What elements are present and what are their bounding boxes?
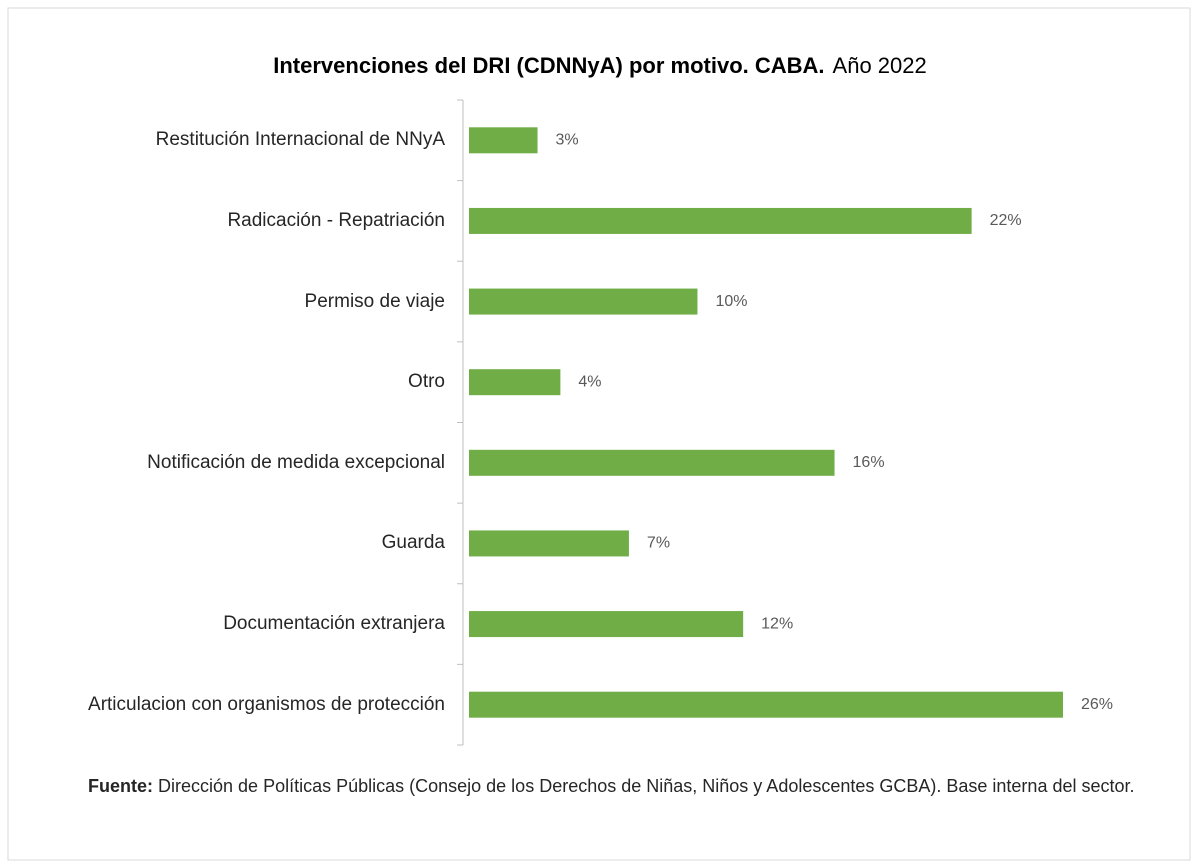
category-label: Notificación de medida excepcional <box>147 451 445 473</box>
chart-title: Intervenciones del DRI (CDNNyA) por moti… <box>273 53 926 78</box>
value-label: 12% <box>761 615 793 632</box>
title-bold: Intervenciones del DRI (CDNNyA) por moti… <box>273 53 824 78</box>
category-label: Permiso de viaje <box>304 290 445 312</box>
category-label: Documentación extranjera <box>223 613 445 635</box>
subtitle: Año 2022 <box>833 53 927 78</box>
value-label: 10% <box>715 293 747 310</box>
bar <box>469 207 972 234</box>
bar <box>469 611 744 638</box>
bar <box>469 369 561 396</box>
chart-frame <box>7 7 1191 861</box>
source-text: Dirección de Políticas Públicas (Consejo… <box>158 776 1135 796</box>
source-label: Fuente: <box>88 776 153 796</box>
category-label: Restitución Internacional de NNyA <box>155 129 445 151</box>
category-label: Otro <box>408 371 445 393</box>
bar <box>469 449 835 476</box>
value-label: 3% <box>556 132 579 149</box>
bar <box>469 530 629 557</box>
value-label: 16% <box>853 454 885 471</box>
value-label: 4% <box>578 373 601 390</box>
bar <box>469 288 698 315</box>
category-label: Radicación - Repatriación <box>227 209 445 231</box>
bar <box>469 691 1063 718</box>
source-note: Fuente: Dirección de Políticas Públicas … <box>88 772 1148 800</box>
category-label: Articulacion con organismos de protecció… <box>88 693 445 715</box>
value-label: 22% <box>990 212 1022 229</box>
bar <box>469 127 538 154</box>
value-label: 7% <box>647 535 670 552</box>
value-label: 26% <box>1081 696 1113 713</box>
category-label: Guarda <box>381 532 445 554</box>
